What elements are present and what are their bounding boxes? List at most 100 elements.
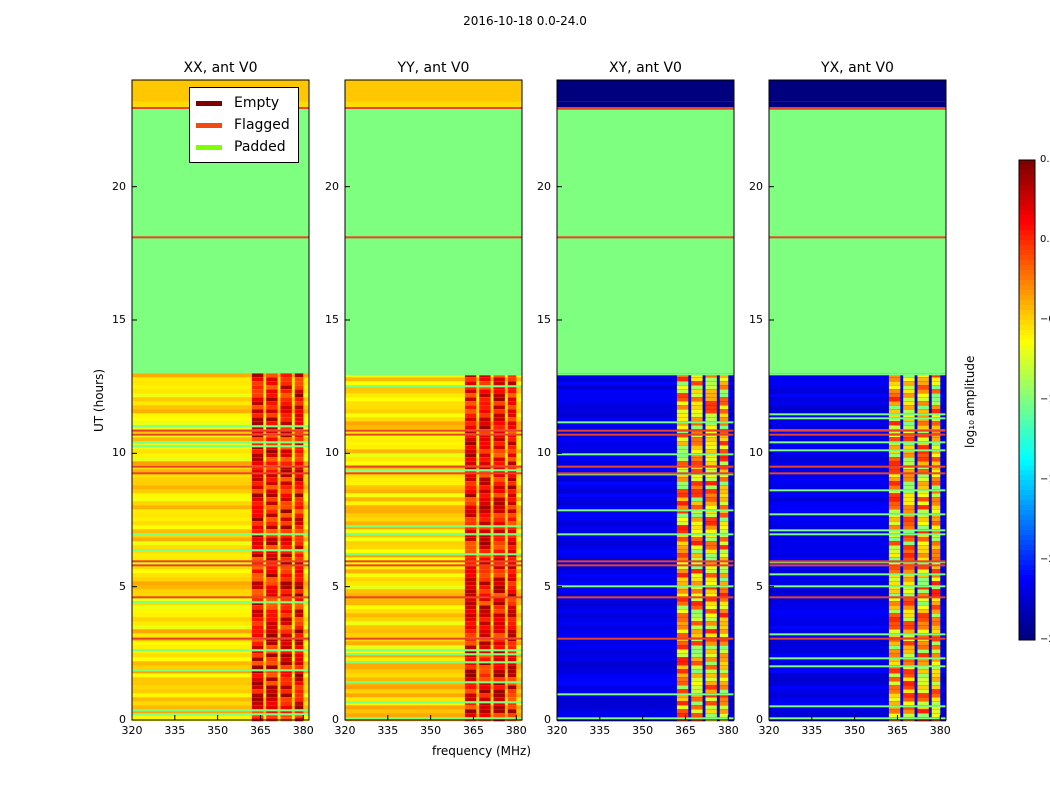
heatmap-band-cell: [903, 401, 915, 406]
padded-row: [769, 441, 946, 444]
heatmap-band-cell: [676, 401, 689, 406]
heatmap-band-cell: [479, 641, 491, 646]
flagged-row: [769, 465, 946, 468]
heatmap-band-cell: [464, 697, 477, 702]
heatmap-band-cell: [493, 437, 505, 442]
heatmap-band-cell: [294, 373, 304, 378]
heatmap-band-cell: [280, 657, 292, 662]
heatmap-band-cell: [507, 453, 517, 458]
heatmap-band-cell: [691, 573, 703, 578]
heatmap-band-cell: [479, 697, 491, 702]
heatmap-band-cell: [931, 669, 941, 674]
heatmap-band-cell: [705, 505, 717, 510]
heatmap-row: [769, 437, 946, 442]
heatmap-band-cell: [479, 417, 491, 422]
heatmap-band-cell: [903, 669, 915, 674]
heatmap-band-cell: [903, 393, 915, 398]
heatmap-band-cell: [479, 505, 491, 510]
heatmap-band-cell: [676, 497, 689, 502]
heatmap-band-cell: [888, 469, 901, 474]
heatmap-band-cell: [888, 521, 901, 526]
heatmap-band-cell: [493, 709, 505, 714]
heatmap-band-cell: [931, 597, 941, 602]
padded-row: [769, 585, 946, 588]
heatmap-band-cell: [705, 389, 717, 394]
heatmap-row: [557, 633, 734, 638]
heatmap-band-cell: [917, 649, 929, 654]
colorbar-segment: [1019, 195, 1035, 201]
padded-row: [345, 385, 522, 388]
heatmap-band-cell: [294, 489, 304, 494]
heatmap-row: [345, 409, 522, 414]
heatmap-band-cell: [294, 657, 304, 662]
heatmap-band-cell: [493, 457, 505, 462]
heatmap-row: [769, 617, 946, 622]
heatmap-band-cell: [903, 645, 915, 650]
heatmap-row: [557, 621, 734, 626]
heatmap-band-cell: [493, 425, 505, 430]
heatmap-row: [557, 565, 734, 570]
heatmap-band-cell: [493, 381, 505, 386]
heatmap-row: [345, 405, 522, 410]
heatmap-row: [345, 613, 522, 618]
heatmap-band-cell: [917, 697, 929, 702]
heatmap-band-cell: [903, 505, 915, 510]
heatmap-band-cell: [903, 405, 915, 410]
heatmap-band-cell: [676, 605, 689, 610]
heatmap-row: [557, 461, 734, 466]
heatmap-band-cell: [719, 701, 729, 706]
heatmap-band-cell: [280, 697, 292, 702]
heatmap-band-cell: [931, 481, 941, 486]
heatmap-band-cell: [705, 681, 717, 686]
heatmap-band-cell: [931, 521, 941, 526]
heatmap-band-cell: [903, 589, 915, 594]
heatmap-band-cell: [705, 665, 717, 670]
heatmap-band-cell: [266, 501, 278, 506]
heatmap-band-cell: [705, 397, 717, 402]
heatmap-band-cell: [931, 537, 941, 542]
heatmap-row: [557, 645, 734, 650]
heatmap-band-cell: [705, 541, 717, 546]
heatmap-band-cell: [493, 569, 505, 574]
heatmap-band-cell: [507, 557, 517, 562]
heatmap-band-cell: [719, 649, 729, 654]
x-tick-label: 380: [505, 724, 527, 737]
flagged-row: [345, 236, 522, 239]
heatmap-band-cell: [294, 493, 304, 498]
heatmap-band-cell: [464, 401, 477, 406]
heatmap-band-cell: [917, 409, 929, 414]
heatmap-band-cell: [931, 709, 941, 714]
heatmap-band-cell: [266, 461, 278, 466]
heatmap-band-cell: [266, 397, 278, 402]
heatmap-band-cell: [903, 501, 915, 506]
heatmap-band-cell: [266, 609, 278, 614]
heatmap-band-cell: [251, 701, 264, 706]
heatmap-band-cell: [719, 417, 729, 422]
heatmap-row: [132, 697, 309, 702]
heatmap-row: [769, 669, 946, 674]
heatmap-band-cell: [479, 457, 491, 462]
heatmap-band-cell: [507, 665, 517, 670]
heatmap-row: [557, 669, 734, 674]
flagged-row: [132, 637, 309, 640]
heatmap-band-cell: [294, 589, 304, 594]
heatmap-row: [132, 389, 309, 394]
heatmap-row: [769, 521, 946, 526]
heatmap-band-cell: [888, 645, 901, 650]
colorbar-segment: [1019, 475, 1035, 481]
heatmap-band-cell: [705, 649, 717, 654]
heatmap-band-cell: [917, 681, 929, 686]
heatmap-band-cell: [479, 393, 491, 398]
heatmap-band-cell: [888, 545, 901, 550]
heatmap-band-cell: [294, 457, 304, 462]
colorbar-segment: [1019, 575, 1035, 581]
heatmap-band-cell: [493, 477, 505, 482]
padded-row: [769, 633, 946, 636]
heatmap-band-cell: [493, 549, 505, 554]
heatmap-band-cell: [719, 669, 729, 674]
heatmap-row: [557, 581, 734, 586]
heatmap-band-cell: [676, 385, 689, 390]
heatmap-band-cell: [251, 481, 264, 486]
heatmap-band-cell: [266, 497, 278, 502]
heatmap-band-cell: [888, 425, 901, 430]
